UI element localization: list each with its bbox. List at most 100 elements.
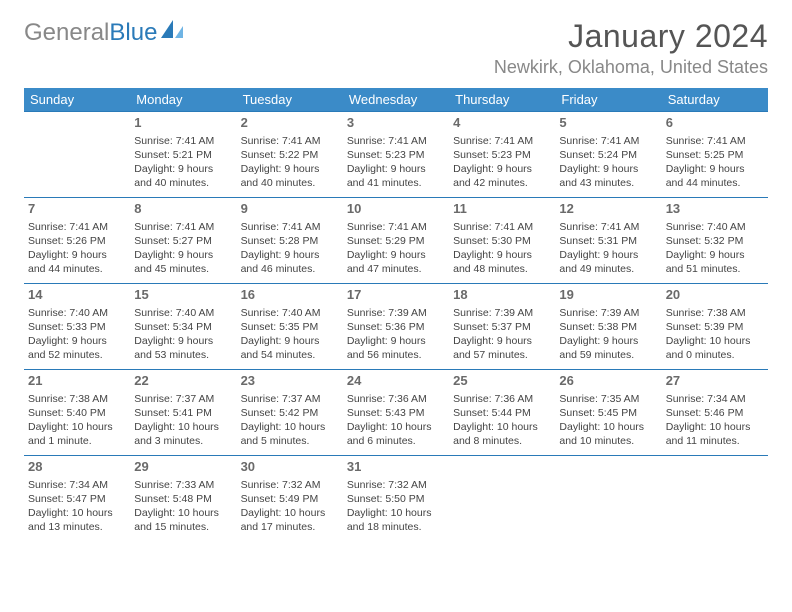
calendar-head: SundayMondayTuesdayWednesdayThursdayFrid… <box>24 88 768 112</box>
cell-line: Sunset: 5:22 PM <box>241 148 339 162</box>
cell-line: Sunset: 5:47 PM <box>28 492 126 506</box>
cell-line: and 10 minutes. <box>559 434 657 448</box>
cell-line: Sunset: 5:32 PM <box>666 234 764 248</box>
cell-line: and 40 minutes. <box>241 176 339 190</box>
cell-line: Daylight: 9 hours <box>241 334 339 348</box>
calendar-cell: 2Sunrise: 7:41 AMSunset: 5:22 PMDaylight… <box>237 112 343 198</box>
day-header: Tuesday <box>237 88 343 112</box>
day-number: 20 <box>666 286 764 304</box>
calendar-cell: 28Sunrise: 7:34 AMSunset: 5:47 PMDayligh… <box>24 456 130 542</box>
cell-line: Daylight: 10 hours <box>134 506 232 520</box>
cell-line: Daylight: 10 hours <box>347 420 445 434</box>
cell-line: Sunrise: 7:34 AM <box>666 392 764 406</box>
cell-line: Sunrise: 7:41 AM <box>453 220 551 234</box>
day-number: 19 <box>559 286 657 304</box>
cell-line: and 8 minutes. <box>453 434 551 448</box>
cell-line: Sunset: 5:37 PM <box>453 320 551 334</box>
cell-line: Sunset: 5:48 PM <box>134 492 232 506</box>
cell-line: and 49 minutes. <box>559 262 657 276</box>
cell-line: Daylight: 9 hours <box>559 162 657 176</box>
calendar-cell: 27Sunrise: 7:34 AMSunset: 5:46 PMDayligh… <box>662 370 768 456</box>
calendar-cell: 30Sunrise: 7:32 AMSunset: 5:49 PMDayligh… <box>237 456 343 542</box>
cell-line: Daylight: 9 hours <box>559 334 657 348</box>
day-header: Friday <box>555 88 661 112</box>
calendar-table: SundayMondayTuesdayWednesdayThursdayFrid… <box>24 88 768 542</box>
cell-line: Daylight: 10 hours <box>666 334 764 348</box>
cell-line: Sunset: 5:41 PM <box>134 406 232 420</box>
cell-line: and 44 minutes. <box>666 176 764 190</box>
cell-line: Sunrise: 7:34 AM <box>28 478 126 492</box>
cell-line: Daylight: 10 hours <box>666 420 764 434</box>
cell-line: Daylight: 9 hours <box>666 248 764 262</box>
day-number: 16 <box>241 286 339 304</box>
cell-line: and 48 minutes. <box>453 262 551 276</box>
day-number: 23 <box>241 372 339 390</box>
cell-line: Daylight: 10 hours <box>241 420 339 434</box>
cell-line: Sunrise: 7:41 AM <box>241 134 339 148</box>
cell-line: Sunrise: 7:39 AM <box>347 306 445 320</box>
cell-line: Sunrise: 7:32 AM <box>241 478 339 492</box>
cell-line: Daylight: 9 hours <box>453 248 551 262</box>
cell-line: Daylight: 10 hours <box>559 420 657 434</box>
cell-line: Sunset: 5:38 PM <box>559 320 657 334</box>
calendar-cell: 7Sunrise: 7:41 AMSunset: 5:26 PMDaylight… <box>24 198 130 284</box>
cell-line: Sunset: 5:31 PM <box>559 234 657 248</box>
cell-line: Sunset: 5:23 PM <box>453 148 551 162</box>
cell-line: Daylight: 9 hours <box>347 248 445 262</box>
day-number: 17 <box>347 286 445 304</box>
cell-line: Sunset: 5:33 PM <box>28 320 126 334</box>
cell-line: Sunrise: 7:35 AM <box>559 392 657 406</box>
cell-line: and 52 minutes. <box>28 348 126 362</box>
cell-line: Sunrise: 7:36 AM <box>453 392 551 406</box>
cell-line: Sunrise: 7:41 AM <box>347 134 445 148</box>
cell-line: Sunset: 5:49 PM <box>241 492 339 506</box>
cell-line: Sunrise: 7:32 AM <box>347 478 445 492</box>
cell-line: Daylight: 9 hours <box>666 162 764 176</box>
cell-line: and 42 minutes. <box>453 176 551 190</box>
calendar-cell: 3Sunrise: 7:41 AMSunset: 5:23 PMDaylight… <box>343 112 449 198</box>
calendar-cell: 5Sunrise: 7:41 AMSunset: 5:24 PMDaylight… <box>555 112 661 198</box>
day-number: 31 <box>347 458 445 476</box>
cell-line: Daylight: 9 hours <box>134 248 232 262</box>
header: GeneralBlue January 2024 Newkirk, Oklaho… <box>24 18 768 78</box>
calendar-week: 14Sunrise: 7:40 AMSunset: 5:33 PMDayligh… <box>24 284 768 370</box>
cell-line: Sunset: 5:29 PM <box>347 234 445 248</box>
cell-line: Sunrise: 7:40 AM <box>28 306 126 320</box>
calendar-cell: 22Sunrise: 7:37 AMSunset: 5:41 PMDayligh… <box>130 370 236 456</box>
cell-line: Sunrise: 7:41 AM <box>559 134 657 148</box>
day-number: 2 <box>241 114 339 132</box>
cell-line: Daylight: 9 hours <box>453 334 551 348</box>
cell-line: Sunrise: 7:40 AM <box>134 306 232 320</box>
day-header: Thursday <box>449 88 555 112</box>
location-text: Newkirk, Oklahoma, United States <box>494 57 768 78</box>
calendar-cell: 15Sunrise: 7:40 AMSunset: 5:34 PMDayligh… <box>130 284 236 370</box>
day-number: 15 <box>134 286 232 304</box>
day-number: 25 <box>453 372 551 390</box>
cell-line: and 41 minutes. <box>347 176 445 190</box>
calendar-cell: 1Sunrise: 7:41 AMSunset: 5:21 PMDaylight… <box>130 112 236 198</box>
calendar-cell: 20Sunrise: 7:38 AMSunset: 5:39 PMDayligh… <box>662 284 768 370</box>
brand-text-2: Blue <box>109 19 157 47</box>
day-number: 12 <box>559 200 657 218</box>
cell-line: Sunset: 5:28 PM <box>241 234 339 248</box>
cell-line: and 54 minutes. <box>241 348 339 362</box>
cell-line: Sunrise: 7:38 AM <box>666 306 764 320</box>
cell-line: Sunrise: 7:38 AM <box>28 392 126 406</box>
cell-line: and 1 minute. <box>28 434 126 448</box>
cell-line: and 43 minutes. <box>559 176 657 190</box>
brand-text-1: General <box>24 19 109 47</box>
day-number: 8 <box>134 200 232 218</box>
cell-line: and 5 minutes. <box>241 434 339 448</box>
cell-line: and 11 minutes. <box>666 434 764 448</box>
cell-line: and 53 minutes. <box>134 348 232 362</box>
cell-line: Sunset: 5:36 PM <box>347 320 445 334</box>
calendar-cell: 10Sunrise: 7:41 AMSunset: 5:29 PMDayligh… <box>343 198 449 284</box>
cell-line: Sunrise: 7:41 AM <box>28 220 126 234</box>
calendar-cell <box>662 456 768 542</box>
day-number: 7 <box>28 200 126 218</box>
title-block: January 2024 Newkirk, Oklahoma, United S… <box>494 18 768 78</box>
cell-line: Daylight: 10 hours <box>28 420 126 434</box>
cell-line: Sunset: 5:24 PM <box>559 148 657 162</box>
calendar-cell: 13Sunrise: 7:40 AMSunset: 5:32 PMDayligh… <box>662 198 768 284</box>
cell-line: Sunrise: 7:41 AM <box>666 134 764 148</box>
